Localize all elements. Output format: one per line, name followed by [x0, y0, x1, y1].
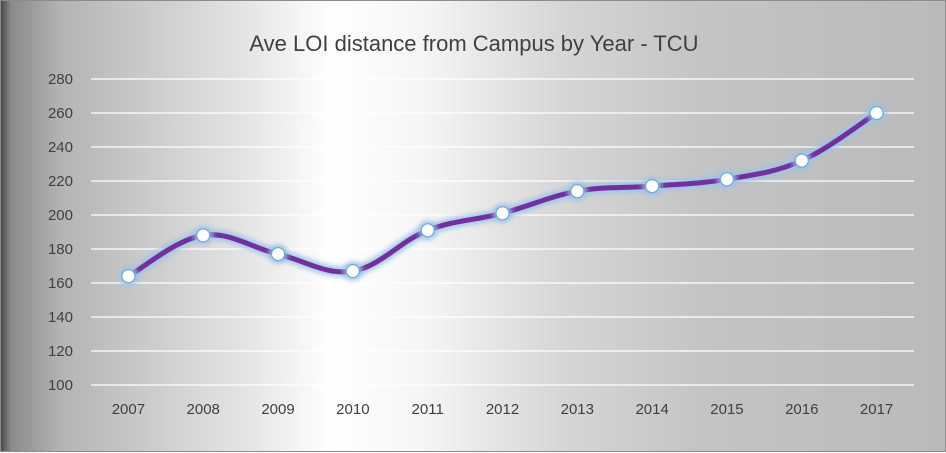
data-points [118, 103, 887, 287]
x-tick-label: 2011 [412, 401, 444, 418]
x-tick-label: 2010 [336, 401, 369, 418]
x-tick-label: 2008 [187, 401, 220, 418]
y-axis-ticks: 100 120 140 160 180 200 220 240 260 280 [48, 71, 73, 394]
data-point-2015 [719, 172, 735, 187]
data-point-2008 [196, 228, 211, 243]
data-point-2014 [645, 179, 660, 194]
y-tick-label: 160 [48, 275, 73, 292]
data-point-2010 [345, 264, 360, 279]
y-tick-label: 100 [48, 377, 73, 394]
data-point-2017 [869, 105, 884, 121]
series-line-group [122, 107, 883, 282]
y-tick-label: 220 [48, 173, 73, 190]
x-tick-label: 2014 [635, 401, 668, 418]
y-tick-label: 200 [48, 207, 73, 224]
y-tick-label: 260 [48, 105, 73, 122]
x-tick-label: 2015 [710, 401, 743, 418]
x-tick-label: 2016 [785, 401, 818, 418]
data-point-2011 [420, 223, 435, 238]
y-tick-label: 140 [48, 309, 73, 326]
x-axis-ticks: 2007 2008 2009 2010 2011 2012 2013 2014 2015 2016… [112, 401, 894, 418]
data-point-2012 [495, 206, 510, 221]
series-line-glow [122, 107, 883, 282]
data-point-2016 [794, 153, 809, 168]
data-point-2013 [570, 184, 585, 199]
chart-title: Ave LOI distance from Campus by Year - T… [249, 31, 698, 56]
data-point-2007 [121, 269, 136, 284]
y-tick-label: 180 [48, 241, 73, 258]
y-tick-label: 280 [48, 71, 73, 88]
series-line [125, 110, 880, 279]
x-tick-label: 2009 [261, 401, 294, 418]
data-point-2009 [270, 247, 286, 262]
y-tick-label: 120 [48, 343, 73, 360]
x-tick-label: 2007 [112, 401, 145, 418]
x-tick-label: 2012 [486, 401, 519, 418]
y-tick-label: 240 [48, 139, 73, 156]
x-tick-label: 2013 [561, 401, 594, 418]
x-tick-label: 2017 [860, 401, 893, 418]
